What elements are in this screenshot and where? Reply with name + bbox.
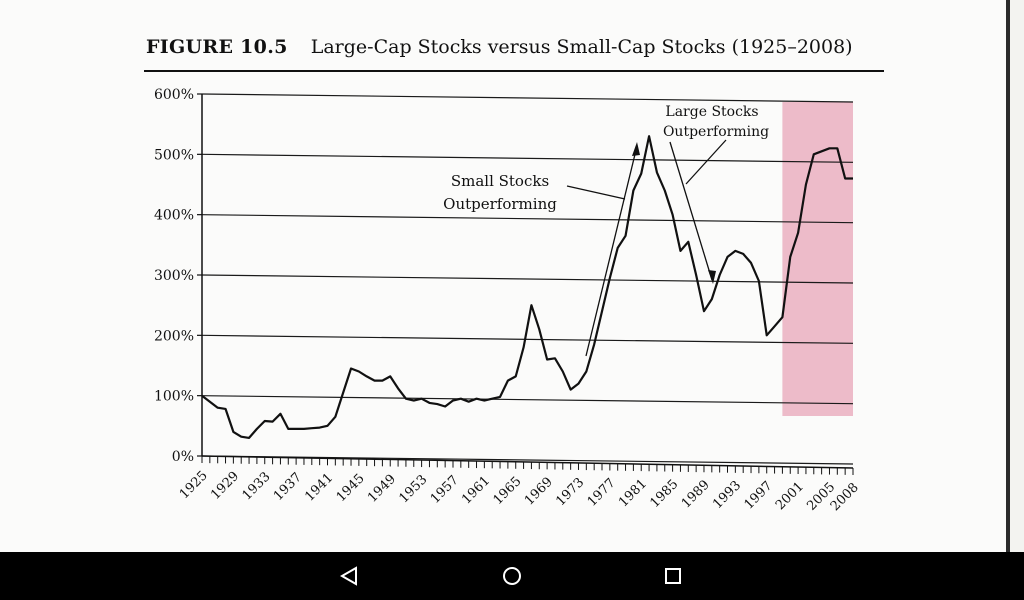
line-chart: Small Stocks Outperforming Large Stocks Out… xyxy=(154,87,862,514)
recents-button[interactable] xyxy=(655,558,691,594)
x-tick-label-1925: 1925 xyxy=(177,468,211,502)
arrowhead-small-stocks xyxy=(632,142,640,156)
y-tick-label-0: 0% xyxy=(172,449,194,465)
title-rule xyxy=(144,70,884,72)
home-button[interactable] xyxy=(494,558,530,594)
annotation-large-stocks-line1: Large Stocks xyxy=(665,104,758,120)
x-tick-label-2001: 2001 xyxy=(773,479,807,513)
gridline-600 xyxy=(201,93,854,103)
figure-title: Large-Cap Stocks versus Small-Cap Stocks… xyxy=(310,36,853,58)
page-binding-shadow xyxy=(1010,0,1024,552)
x-tick-label-1929: 1929 xyxy=(208,469,242,503)
gridline-300 xyxy=(201,274,854,284)
x-tick-label-1985: 1985 xyxy=(647,477,681,511)
x-tick-label-1953: 1953 xyxy=(396,472,430,506)
gridline-500 xyxy=(201,153,854,163)
android-navigation-bar xyxy=(0,552,1024,600)
x-tick-label-1981: 1981 xyxy=(616,476,650,510)
series-line-0 xyxy=(201,135,853,439)
y-tick-label-100: 100% xyxy=(154,389,194,405)
back-triangle-icon xyxy=(339,566,357,586)
x-tick-label-1989: 1989 xyxy=(679,477,713,511)
y-tick-label-300: 300% xyxy=(154,268,194,284)
x-tick-label-1957: 1957 xyxy=(428,473,462,507)
annotation-large-stocks-line2: Outperforming xyxy=(663,124,769,140)
x-tick-label-1961: 1961 xyxy=(459,473,493,507)
annotation-large-stocks-pointer xyxy=(685,139,727,185)
x-tick-label-1997: 1997 xyxy=(742,479,776,513)
annotation-small-stocks-line1: Small Stocks xyxy=(451,172,549,190)
recents-square-icon xyxy=(665,568,681,584)
figure-title-row: FIGURE 10.5 Large-Cap Stocks versus Smal… xyxy=(146,36,886,70)
x-tick-label-1945: 1945 xyxy=(334,471,368,505)
gridline-200 xyxy=(201,334,854,344)
back-button[interactable] xyxy=(331,558,367,594)
y-tick-label-200: 200% xyxy=(154,328,194,344)
y-tick-label-500: 500% xyxy=(154,147,194,163)
x-axis xyxy=(201,455,854,469)
x-tick-label-1937: 1937 xyxy=(271,470,305,504)
x-tick-label-1977: 1977 xyxy=(585,476,619,510)
x-tick-label-1949: 1949 xyxy=(365,472,399,506)
gridline-400 xyxy=(201,214,854,224)
x-tick-label-1965: 1965 xyxy=(491,474,525,508)
x-tick-label-1993: 1993 xyxy=(710,478,744,512)
arrowhead-large-stocks xyxy=(708,270,716,284)
x-tick-label-1969: 1969 xyxy=(522,475,556,509)
x-tick-label-1933: 1933 xyxy=(240,469,274,503)
page-binding-edge xyxy=(1006,0,1010,552)
arrow-large-stocks-fall xyxy=(669,141,713,281)
gridline-100 xyxy=(201,395,854,405)
figure-label: FIGURE 10.5 xyxy=(146,36,288,58)
home-circle-icon xyxy=(503,567,521,585)
annotation-small-stocks-pointer xyxy=(566,185,626,200)
annotation-small-stocks-line2: Outperforming xyxy=(443,195,557,213)
y-tick-label-400: 400% xyxy=(154,208,194,224)
arrow-small-stocks-rise xyxy=(585,145,638,357)
x-tick-label-1973: 1973 xyxy=(553,475,587,509)
y-tick-label-600: 600% xyxy=(154,87,194,103)
shaded-region-2000s xyxy=(782,102,853,416)
book-page: FIGURE 10.5 Large-Cap Stocks versus Smal… xyxy=(144,0,1024,552)
x-tick-label-1941: 1941 xyxy=(302,471,336,505)
